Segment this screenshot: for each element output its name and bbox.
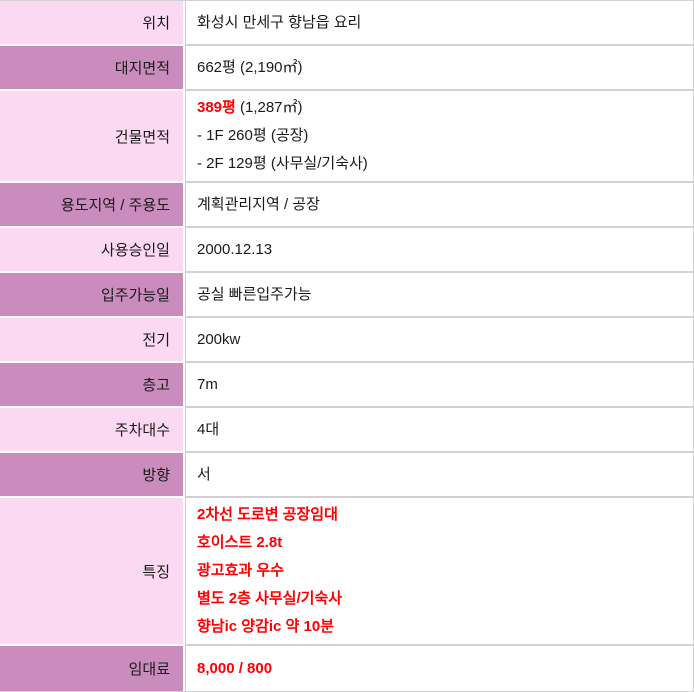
row-label-building-area: 건물면적	[0, 91, 185, 183]
row-value-land-area: 662평 (2,190㎡)	[185, 46, 693, 91]
row-value-zoning-main-use: 계획관리지역 / 공장	[185, 183, 693, 228]
highlight-text: 광고효과 우수	[197, 562, 284, 579]
row-label-location: 위치	[0, 1, 185, 46]
table-row-rent: 임대료 8,000 / 800	[0, 646, 693, 691]
value-line: - 1F 260평 (공장)	[197, 122, 687, 150]
row-label-move-in-date: 입주가능일	[0, 273, 185, 318]
highlight-text: 별도 2층 사무실/기숙사	[197, 590, 343, 607]
value-line: 200kw	[197, 326, 687, 354]
table-row-building-area: 건물면적 389평 (1,287㎡) - 1F 260평 (공장) - 2F 129평…	[0, 91, 693, 183]
row-label-rent: 임대료	[0, 646, 185, 691]
highlight-text: 389평	[197, 99, 236, 116]
value-line: 향남ic 양감ic 약 10분	[197, 613, 687, 641]
value-text: 7m	[197, 375, 218, 393]
value-line: - 2F 129평 (사무실/기숙사)	[197, 150, 687, 178]
row-label-zoning-main-use: 용도지역 / 주용도	[0, 183, 185, 228]
table-row-approval-date: 사용승인일 2000.12.13	[0, 228, 693, 273]
row-label-features: 특징	[0, 498, 185, 646]
value-line: 7m	[197, 371, 687, 399]
highlight-text: 2차선 도로변 공장임대	[197, 506, 338, 523]
table-row-parking-count: 주차대수 4대	[0, 408, 693, 453]
row-value-rent: 8,000 / 800	[185, 646, 693, 691]
highlight-text: 8,000 / 800	[197, 659, 273, 677]
row-value-approval-date: 2000.12.13	[185, 228, 693, 273]
value-text: 200kw	[197, 330, 241, 348]
value-line: 4대	[197, 416, 687, 444]
row-label-direction: 방향	[0, 453, 185, 498]
value-line: 광고효과 우수	[197, 557, 687, 585]
value-line: 서	[197, 461, 687, 489]
row-label-ceiling-height: 층고	[0, 363, 185, 408]
value-text: 공실 빠른입주가능	[197, 285, 312, 303]
value-text: - 1F 260평 (공장)	[197, 127, 309, 144]
row-value-direction: 서	[185, 453, 693, 498]
value-line: 별도 2층 사무실/기숙사	[197, 585, 687, 613]
row-value-parking-count: 4대	[185, 408, 693, 453]
row-value-ceiling-height: 7m	[185, 363, 693, 408]
row-value-electricity: 200kw	[185, 318, 693, 363]
value-text: 화성시 만세구 향남읍 요리	[197, 13, 362, 31]
value-text: - 2F 129평 (사무실/기숙사)	[197, 155, 368, 172]
value-line: 389평 (1,287㎡)	[197, 94, 687, 122]
value-text: 4대	[197, 420, 220, 438]
value-line: 공실 빠른입주가능	[197, 281, 687, 309]
highlight-text: 호이스트 2.8t	[197, 534, 283, 551]
table-row-direction: 방향 서	[0, 453, 693, 498]
table-row-land-area: 대지면적 662평 (2,190㎡)	[0, 46, 693, 91]
row-value-location: 화성시 만세구 향남읍 요리	[185, 1, 693, 46]
highlight-text: 향남ic 양감ic 약 10분	[197, 618, 335, 635]
value-line: 호이스트 2.8t	[197, 529, 687, 557]
value-line: 8,000 / 800	[197, 655, 687, 683]
value-text: 계획관리지역 / 공장	[197, 195, 320, 213]
value-line: 화성시 만세구 향남읍 요리	[197, 9, 687, 37]
table-row-ceiling-height: 층고 7m	[0, 363, 693, 408]
row-value-building-area: 389평 (1,287㎡) - 1F 260평 (공장) - 2F 129평 (사무…	[185, 91, 693, 183]
value-text: 662평 (2,190㎡)	[197, 58, 303, 76]
value-line: 2000.12.13	[197, 236, 687, 264]
row-value-move-in-date: 공실 빠른입주가능	[185, 273, 693, 318]
value-text: 서	[197, 465, 211, 483]
table-row-zoning-main-use: 용도지역 / 주용도 계획관리지역 / 공장	[0, 183, 693, 228]
value-line: 계획관리지역 / 공장	[197, 191, 687, 219]
row-label-approval-date: 사용승인일	[0, 228, 185, 273]
row-label-electricity: 전기	[0, 318, 185, 363]
row-label-parking-count: 주차대수	[0, 408, 185, 453]
table-row-electricity: 전기 200kw	[0, 318, 693, 363]
value-line: 662평 (2,190㎡)	[197, 54, 687, 82]
value-line: 2차선 도로변 공장임대	[197, 501, 687, 529]
value-text: (1,287㎡)	[235, 99, 303, 116]
table-row-location: 위치 화성시 만세구 향남읍 요리	[0, 1, 693, 46]
value-text: 2000.12.13	[197, 240, 273, 258]
table-row-move-in-date: 입주가능일 공실 빠른입주가능	[0, 273, 693, 318]
row-label-land-area: 대지면적	[0, 46, 185, 91]
